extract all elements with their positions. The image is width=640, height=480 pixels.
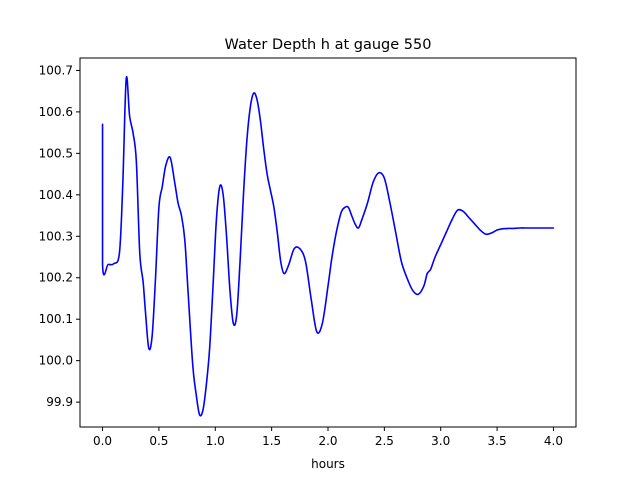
x-axis-label: hours bbox=[311, 457, 345, 471]
x-tick-label: 2.5 bbox=[375, 434, 394, 448]
plot-area bbox=[101, 75, 555, 417]
x-axis-ticks: 0.0 0.5 1.0 1.5 2.0 2.5 3.0 3.5 4.0 bbox=[93, 427, 563, 448]
y-tick-label: 100.0 bbox=[39, 354, 73, 368]
series-line-0 bbox=[101, 75, 555, 417]
y-tick-label: 100.5 bbox=[39, 146, 73, 160]
x-tick-label: 0.0 bbox=[93, 434, 112, 448]
x-tick-label: 1.5 bbox=[262, 434, 281, 448]
x-tick-label: 3.5 bbox=[488, 434, 507, 448]
x-tick-label: 1.0 bbox=[206, 434, 225, 448]
y-axis-ticks: 99.9 100.0 100.1 100.2 100.3 100.4 100.5 100.6 1… bbox=[39, 63, 80, 409]
y-tick-label: 100.3 bbox=[39, 229, 73, 243]
y-tick-label: 100.1 bbox=[39, 312, 73, 326]
x-tick-label: 0.5 bbox=[149, 434, 168, 448]
chart-title: Water Depth h at gauge 550 bbox=[225, 37, 432, 53]
x-tick-label: 2.0 bbox=[318, 434, 337, 448]
x-tick-label: 3.0 bbox=[431, 434, 450, 448]
y-tick-label: 100.6 bbox=[39, 105, 73, 119]
y-tick-label: 100.7 bbox=[39, 63, 73, 77]
y-tick-label: 100.2 bbox=[39, 271, 73, 285]
x-tick-label: 4.0 bbox=[544, 434, 563, 448]
y-tick-label: 100.4 bbox=[39, 188, 73, 202]
y-tick-label: 99.9 bbox=[46, 395, 73, 409]
